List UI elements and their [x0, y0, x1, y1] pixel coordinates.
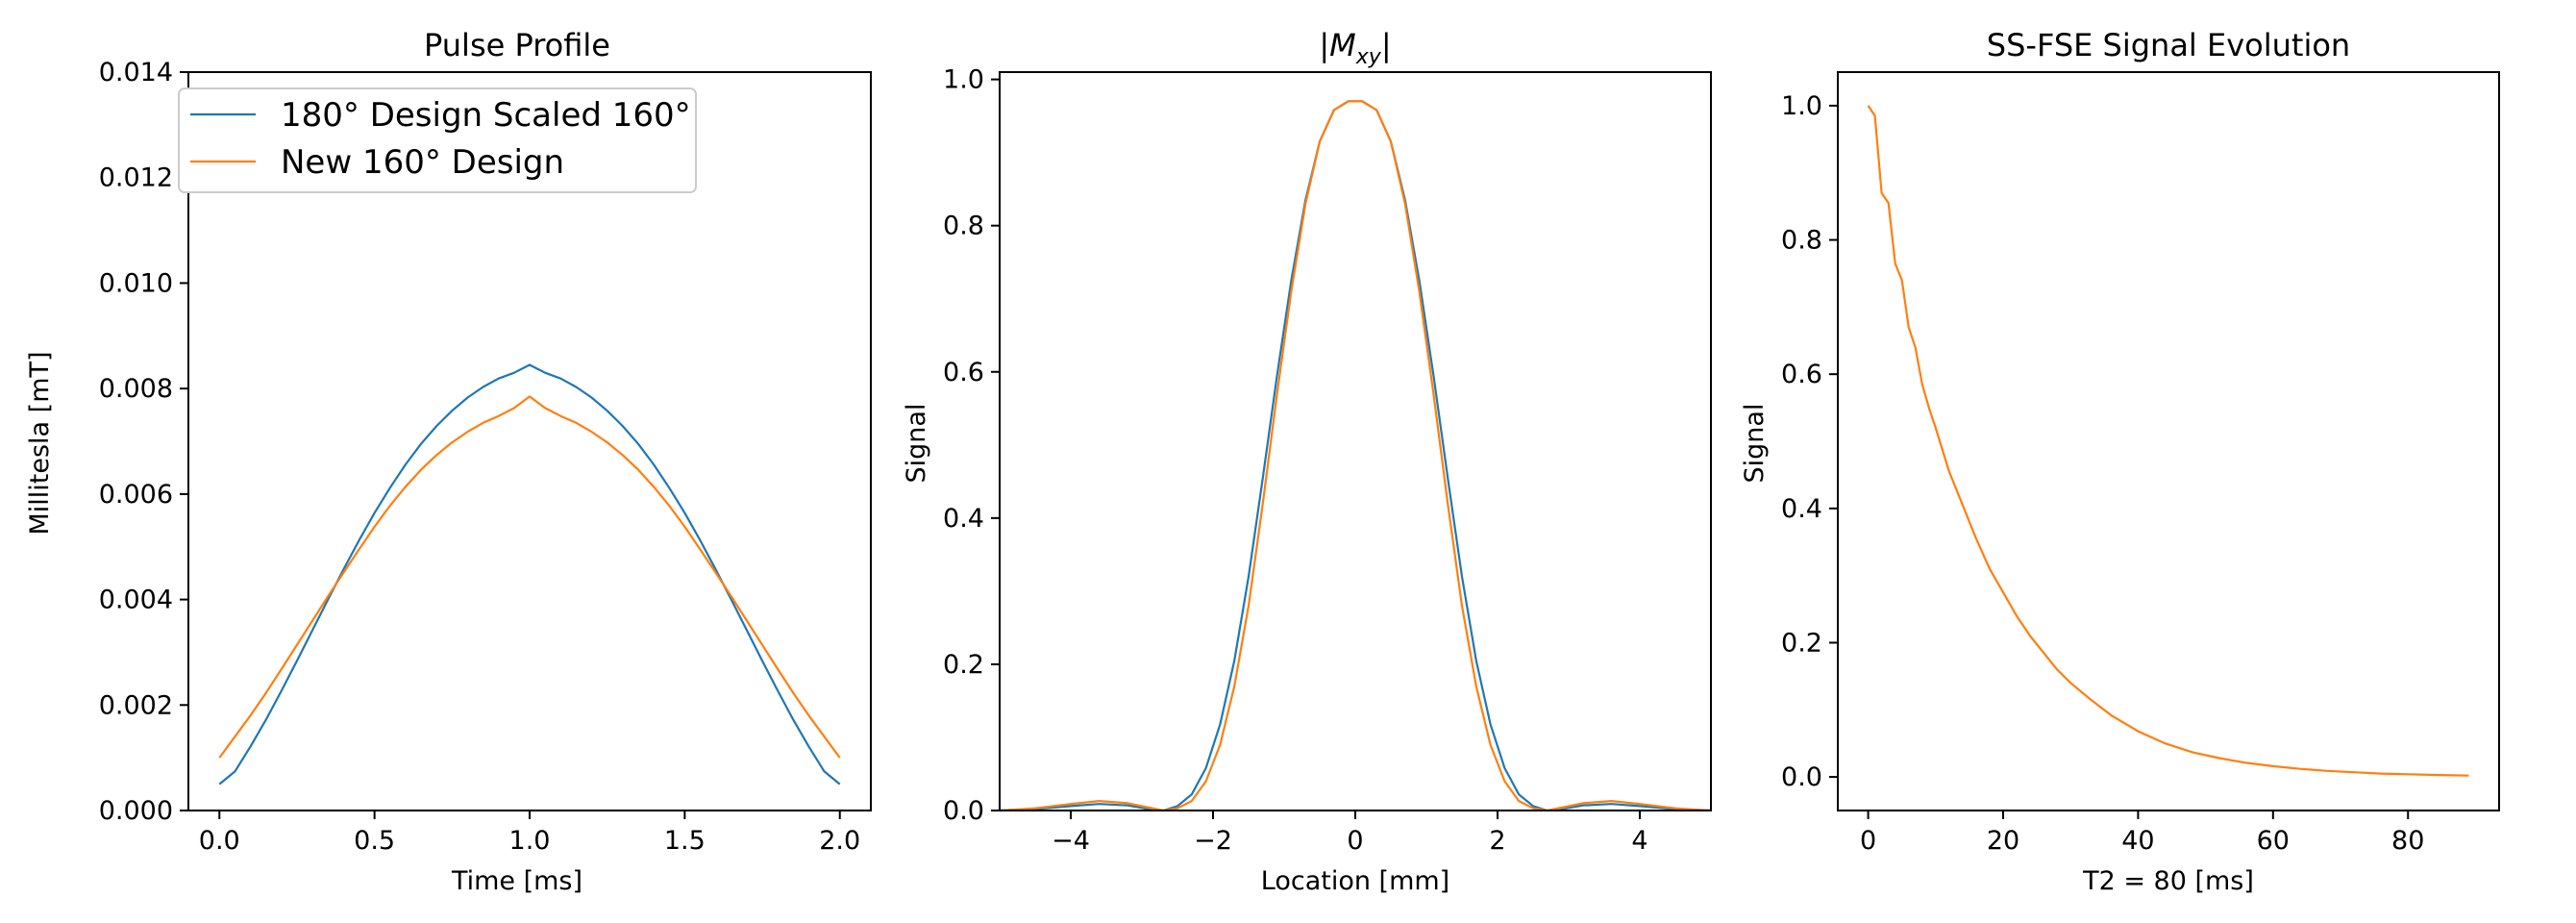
series-line-1: [1867, 105, 2469, 777]
y-tick-label: 0.012: [99, 163, 173, 193]
x-tick-label: 1.0: [509, 826, 551, 856]
series-line-2: [999, 100, 1712, 812]
y-axis-label: Millitesla [mT]: [25, 351, 55, 535]
y-tick-label: 1.0: [1781, 91, 1822, 121]
y-tick-label: 0.014: [99, 58, 173, 87]
y-tick-label: 0.004: [99, 586, 173, 615]
x-tick-label: 0.0: [199, 826, 240, 856]
series-line-2: [218, 395, 841, 759]
x-tick-label: 1.5: [664, 826, 706, 856]
plot-area: −4 −2 0 2 4 0.0 0.2 0.4 0.6 0.8 1.0: [943, 65, 1712, 856]
chart-title: |Mxy|: [1319, 27, 1391, 69]
x-axis-label: Location [mm]: [1261, 866, 1449, 896]
x-tick-label: −4: [1052, 826, 1090, 856]
x-tick-label: 40: [2121, 826, 2154, 856]
y-axis-label: Signal: [1740, 404, 1770, 484]
x-tick-label: 0: [1347, 826, 1363, 856]
y-tick-label: 1.0: [943, 65, 984, 95]
chart-ssfse-signal: SS-FSE Signal Evolution T2 = 80 [ms] Sig…: [1740, 27, 2500, 896]
x-tick-label: −2: [1194, 826, 1232, 856]
y-tick-label: 0.006: [99, 480, 173, 510]
y-tick-label: 0.0: [943, 796, 984, 826]
x-tick-label: 60: [2257, 826, 2290, 856]
series-line-1: [218, 363, 841, 786]
y-tick-label: 0.2: [1781, 628, 1822, 658]
legend-label-180-scaled: 180° Design Scaled 160°: [281, 96, 691, 135]
legend-box: [178, 87, 697, 193]
x-tick-label: 0.5: [354, 826, 395, 856]
x-tick-label: 0: [1860, 826, 1876, 856]
y-tick-label: 0.008: [99, 374, 173, 404]
x-axis-label: T2 = 80 [ms]: [2082, 866, 2254, 896]
x-axis-label: Time [ms]: [451, 866, 582, 896]
y-tick-label: 0.002: [99, 690, 173, 720]
axes-frame: [999, 71, 1712, 811]
y-tick-label: 0.010: [99, 268, 173, 298]
y-tick-label: 0.0: [1781, 762, 1822, 792]
series-line-1: [999, 100, 1712, 812]
legend: 180° Design Scaled 160° New 160° Design: [178, 87, 697, 193]
chart-title: SS-FSE Signal Evolution: [1987, 27, 2350, 63]
y-tick-label: 0.8: [943, 212, 984, 241]
x-tick-label: 2.0: [819, 826, 860, 856]
chart-mxy: |Mxy| Location [mm] Signal −4 −2 0 2 4 0.0 0.2…: [902, 27, 1712, 896]
y-axis-label: Signal: [902, 404, 931, 484]
axes-frame: [1837, 71, 2500, 811]
y-tick-label: 0.8: [1781, 226, 1822, 256]
y-tick-label: 0.4: [1781, 494, 1822, 524]
x-tick-label: 20: [1987, 826, 2019, 856]
plot-area: 0 20 40 60 80 0.0 0.2 0.4 0.6 0.8 1.0: [1781, 71, 2500, 856]
y-tick-label: 0.2: [943, 650, 984, 680]
x-tick-label: 4: [1631, 826, 1647, 856]
y-tick-label: 0.6: [1781, 360, 1822, 389]
plot-area: 0.0 0.5 1.0 1.5 2.0 0.000 0.002 0.004 0.006 0.008…: [99, 58, 872, 856]
x-tick-label: 80: [2391, 826, 2424, 856]
y-tick-label: 0.000: [99, 796, 173, 826]
legend-label-new-160: New 160° Design: [281, 143, 564, 182]
x-tick-label: 2: [1489, 826, 1505, 856]
chart-title: Pulse Profile: [424, 27, 610, 63]
y-tick-label: 0.6: [943, 358, 984, 387]
chart-pulse-profile: Pulse Profile Time [ms] Millitesla [mT] …: [25, 27, 872, 896]
y-tick-label: 0.4: [943, 504, 984, 534]
